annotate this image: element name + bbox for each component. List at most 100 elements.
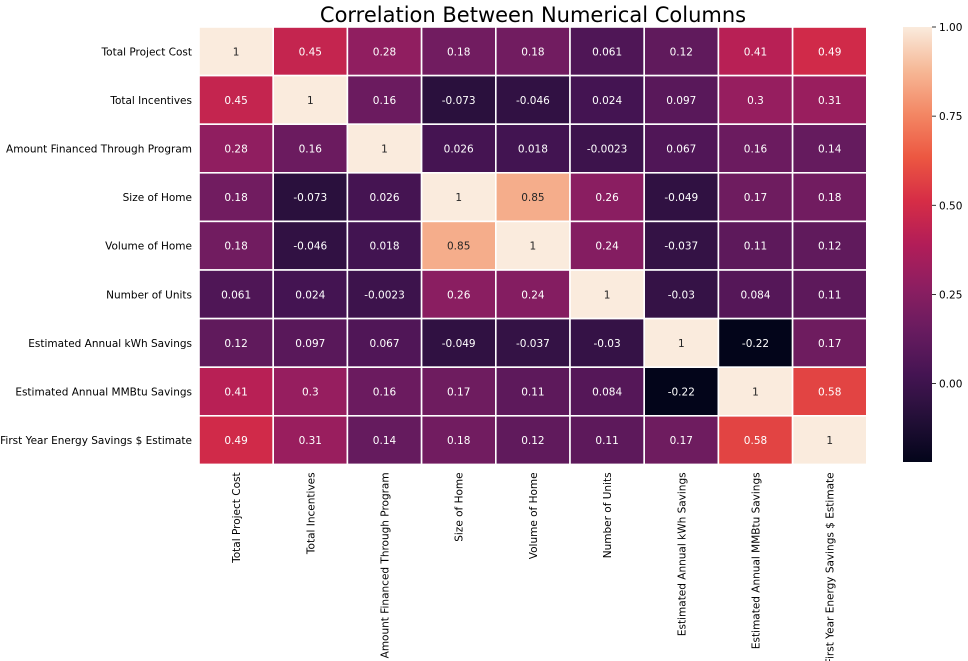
cell-value-label-r3-c4: 0.85 xyxy=(521,192,544,204)
cell-value-label-r4-c4: 1 xyxy=(530,241,537,253)
cell-value-label-r5-c8: 0.11 xyxy=(818,289,841,301)
cell-value-label-r8-c8: 1 xyxy=(826,435,833,447)
heatmap-cell-r1-c2 xyxy=(346,74,423,125)
chart-title: Correlation Between Numerical Columns xyxy=(320,3,746,27)
cell-value-label-r7-c7: 1 xyxy=(752,387,759,399)
heatmap-cell-r7-c8 xyxy=(791,366,868,417)
heatmap-cell-r5-c2 xyxy=(346,269,423,320)
cell-value-label-r8-c1: 0.31 xyxy=(299,435,322,447)
cell-value-label-r4-c1: -0.046 xyxy=(293,241,327,253)
heatmap-cell-r6-c0 xyxy=(198,317,274,369)
colorbar-gradient xyxy=(903,27,932,462)
heatmap-cell-r6-c6 xyxy=(643,317,720,369)
colorbar-tick-label-4: 1.00 xyxy=(939,22,962,34)
cell-value-label-r0-c2: 0.28 xyxy=(373,46,396,58)
heatmap-cell-r0-c1 xyxy=(272,26,349,77)
heatmap-cell-r2-c3 xyxy=(420,123,497,174)
x-tick-label-8: First Year Energy Savings $ Estimate xyxy=(825,472,837,661)
cell-value-label-r6-c1: 0.097 xyxy=(295,338,325,350)
cell-value-label-r3-c1: -0.073 xyxy=(293,192,327,204)
heatmap-cell-r2-c0 xyxy=(198,123,274,174)
cell-value-label-r3-c7: 0.17 xyxy=(744,192,767,204)
y-tick-labels: Total Project Cost Total Incentives Amount… xyxy=(0,46,192,447)
heatmap-cell-r8-c8 xyxy=(791,414,868,466)
heatmap-cell-r5-c7 xyxy=(717,269,794,320)
cell-value-label-r3-c2: 0.026 xyxy=(369,192,399,204)
cell-value-label-r6-c0: 0.12 xyxy=(224,338,247,350)
cell-value-label-r6-c7: -0.22 xyxy=(742,338,769,350)
heatmap-cell-r4-c5 xyxy=(569,220,645,271)
heatmap-cell-r1-c6 xyxy=(643,74,720,125)
colorbar-tick-label-1: 0.25 xyxy=(939,289,962,301)
heatmap-cell-r0-c7 xyxy=(717,26,794,77)
cell-value-label-r8-c7: 0.58 xyxy=(744,435,767,447)
cell-value-label-r4-c3: 0.85 xyxy=(447,241,470,253)
cell-value-label-r2-c0: 0.28 xyxy=(224,144,247,156)
heatmap-cell-r8-c6 xyxy=(643,414,720,466)
x-tick-label-4: Volume of Home xyxy=(528,472,540,559)
cell-value-label-r7-c1: 0.3 xyxy=(302,387,319,399)
heatmap-cell-r7-c6 xyxy=(643,366,720,417)
cell-value-label-r0-c6: 0.12 xyxy=(670,46,693,58)
cell-value-label-r1-c5: 0.024 xyxy=(592,95,622,107)
x-tick-label-5: Number of Units xyxy=(602,472,614,558)
heatmap-cell-r6-c1 xyxy=(272,317,349,369)
cell-value-label-r1-c1: 1 xyxy=(307,95,314,107)
heatmap-cell-r5-c5 xyxy=(569,269,645,320)
cell-value-label-r2-c7: 0.16 xyxy=(744,144,768,156)
cell-value-label-r6-c4: -0.037 xyxy=(516,338,550,350)
heatmap-cell-r8-c2 xyxy=(346,414,423,466)
heatmap-cell-r8-c4 xyxy=(494,414,571,466)
cell-value-label-r6-c5: -0.03 xyxy=(594,338,621,350)
heatmap-cell-r7-c2 xyxy=(346,366,423,417)
heatmap-cell-r4-c8 xyxy=(791,220,868,271)
cell-value-label-r5-c5: 1 xyxy=(604,289,611,301)
cell-value-label-r0-c8: 0.49 xyxy=(818,46,841,58)
cell-value-label-r8-c3: 0.18 xyxy=(447,435,470,447)
cell-value-label-r7-c3: 0.17 xyxy=(447,387,470,399)
cell-value-label-r5-c7: 0.084 xyxy=(740,289,770,301)
cell-value-label-r4-c0: 0.18 xyxy=(224,241,247,253)
colorbar: 0.00 0.25 0.50 0.75 1.00 xyxy=(903,22,962,462)
heatmap-cell-r5-c0 xyxy=(198,269,274,320)
cell-value-label-r8-c4: 0.12 xyxy=(521,435,544,447)
y-tick-label-0: Total Project Cost xyxy=(101,46,192,58)
cell-value-label-r6-c3: -0.049 xyxy=(442,338,476,350)
cell-value-label-r7-c4: 0.11 xyxy=(521,387,544,399)
heatmap-cell-r2-c2 xyxy=(346,123,423,174)
cell-value-label-r7-c5: 0.084 xyxy=(592,387,622,399)
colorbar-tick-label-0: 0.00 xyxy=(939,379,962,391)
cell-value-label-r0-c7: 0.41 xyxy=(744,46,767,58)
x-tick-label-6: Estimated Annual kWh Savings xyxy=(676,472,688,636)
cell-value-label-r7-c6: -0.22 xyxy=(668,387,695,399)
cell-value-label-r1-c0: 0.45 xyxy=(224,95,247,107)
cell-value-label-r1-c3: -0.073 xyxy=(442,95,476,107)
heatmap-cell-r2-c8 xyxy=(791,123,868,174)
heatmap-cell-r8-c5 xyxy=(569,414,645,466)
cell-value-label-r4-c5: 0.24 xyxy=(595,241,619,253)
cell-value-label-r3-c8: 0.18 xyxy=(818,192,841,204)
cell-value-label-r0-c1: 0.45 xyxy=(299,46,322,58)
heatmap-cell-r1-c7 xyxy=(717,74,794,125)
cell-value-label-r5-c6: -0.03 xyxy=(668,289,695,301)
cell-value-label-r5-c3: 0.26 xyxy=(447,289,471,301)
cell-value-label-r1-c2: 0.16 xyxy=(373,95,397,107)
y-tick-label-4: Volume of Home xyxy=(105,241,192,253)
cell-value-label-r0-c3: 0.18 xyxy=(447,46,470,58)
heatmap-cell-r8-c3 xyxy=(420,414,497,466)
cell-value-label-r7-c2: 0.16 xyxy=(373,387,397,399)
cell-value-label-r3-c5: 0.26 xyxy=(595,192,619,204)
y-tick-label-7: Estimated Annual MMBtu Savings xyxy=(15,387,192,399)
heatmap-cell-r3-c0 xyxy=(198,172,274,223)
heatmap-cell-r3-c1 xyxy=(272,172,349,223)
heatmap-cell-r8-c1 xyxy=(272,414,349,466)
cell-value-label-r1-c4: -0.046 xyxy=(516,95,550,107)
cell-value-label-r8-c0: 0.49 xyxy=(224,435,247,447)
x-tick-label-3: Size of Home xyxy=(454,472,466,541)
cell-value-label-r4-c2: 0.018 xyxy=(369,241,399,253)
x-tick-label-7: Estimated Annual MMBtu Savings xyxy=(751,472,763,649)
cell-value-label-r2-c2: 1 xyxy=(381,144,388,156)
cell-value-label-r1-c8: 0.31 xyxy=(818,95,841,107)
y-tick-label-2: Amount Financed Through Program xyxy=(6,144,192,156)
heatmap-cell-r8-c0 xyxy=(198,414,274,466)
